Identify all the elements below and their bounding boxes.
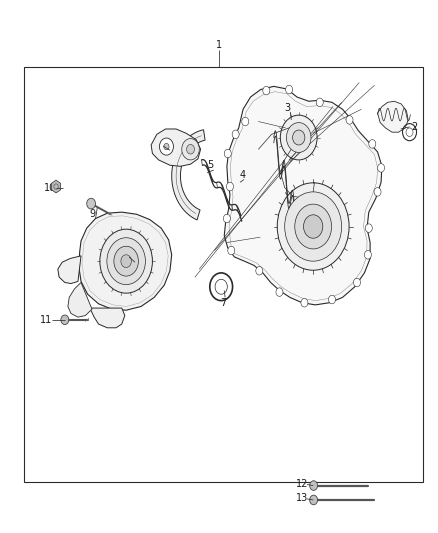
Circle shape	[346, 116, 353, 124]
Circle shape	[107, 238, 145, 285]
Text: 3: 3	[284, 103, 290, 112]
Circle shape	[277, 183, 349, 270]
Bar	[24, 67, 423, 482]
Circle shape	[280, 115, 317, 160]
Text: 6: 6	[157, 136, 163, 146]
Text: 11: 11	[40, 315, 52, 325]
Text: 13: 13	[296, 494, 308, 503]
Circle shape	[226, 182, 233, 191]
Circle shape	[286, 85, 293, 94]
Circle shape	[353, 278, 360, 287]
Polygon shape	[172, 130, 205, 220]
Circle shape	[242, 117, 249, 126]
Circle shape	[295, 204, 332, 249]
Circle shape	[223, 214, 230, 223]
Polygon shape	[68, 282, 92, 317]
Text: 4: 4	[240, 170, 246, 180]
Circle shape	[301, 298, 308, 307]
Polygon shape	[224, 86, 382, 305]
Text: 10: 10	[44, 183, 57, 192]
Circle shape	[61, 315, 69, 325]
Circle shape	[316, 98, 323, 107]
Circle shape	[164, 143, 169, 150]
Text: 8: 8	[122, 251, 128, 261]
Circle shape	[114, 246, 138, 276]
Circle shape	[256, 266, 263, 275]
Polygon shape	[79, 212, 172, 310]
Circle shape	[232, 130, 239, 139]
Polygon shape	[52, 180, 60, 193]
Circle shape	[276, 288, 283, 296]
Circle shape	[365, 224, 372, 232]
Text: 12: 12	[296, 479, 308, 489]
Text: 7: 7	[220, 298, 226, 308]
Circle shape	[304, 215, 323, 238]
Polygon shape	[58, 256, 81, 284]
Circle shape	[293, 130, 305, 145]
Text: 5: 5	[207, 160, 213, 170]
Circle shape	[286, 123, 311, 152]
Circle shape	[310, 481, 318, 490]
Circle shape	[263, 86, 270, 95]
Circle shape	[285, 192, 342, 261]
Circle shape	[159, 138, 173, 155]
Circle shape	[224, 149, 231, 158]
Circle shape	[369, 140, 376, 148]
Circle shape	[310, 495, 318, 505]
Circle shape	[374, 188, 381, 196]
Circle shape	[228, 246, 235, 255]
Circle shape	[100, 229, 152, 293]
Circle shape	[364, 251, 371, 259]
Text: 9: 9	[89, 209, 95, 219]
Text: 1: 1	[216, 40, 222, 50]
Circle shape	[187, 144, 194, 154]
Circle shape	[378, 164, 385, 172]
Circle shape	[121, 255, 131, 268]
Circle shape	[182, 139, 199, 160]
Circle shape	[87, 198, 95, 209]
Polygon shape	[90, 308, 125, 328]
Polygon shape	[151, 129, 201, 166]
Text: 2: 2	[411, 122, 417, 132]
Polygon shape	[378, 101, 408, 132]
Circle shape	[328, 295, 336, 304]
